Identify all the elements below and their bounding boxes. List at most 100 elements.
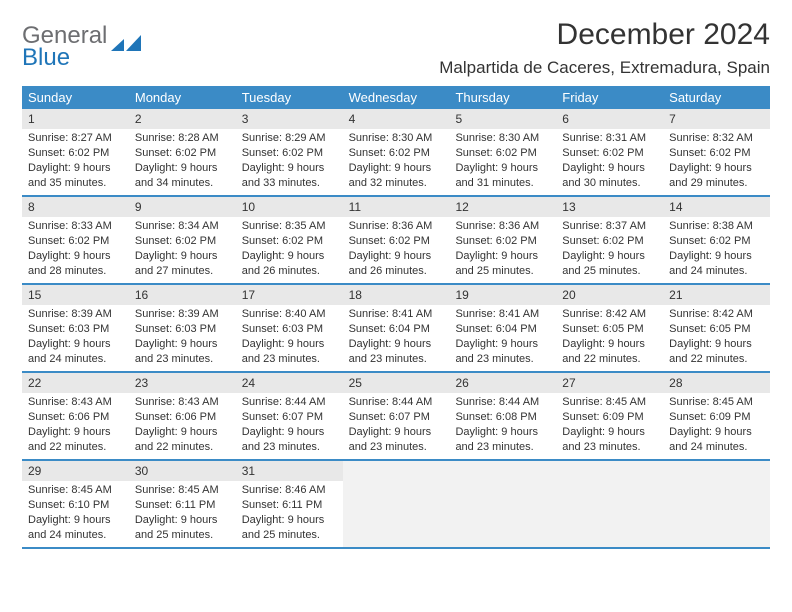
weekday-header: Monday bbox=[129, 86, 236, 109]
sunset-line: Sunset: 6:06 PM bbox=[28, 410, 123, 425]
daylight-line: Daylight: 9 hours and 29 minutes. bbox=[669, 161, 764, 191]
sunrise-line: Sunrise: 8:45 AM bbox=[669, 395, 764, 410]
day-cell: 15Sunrise: 8:39 AMSunset: 6:03 PMDayligh… bbox=[22, 285, 129, 371]
day-cell: 27Sunrise: 8:45 AMSunset: 6:09 PMDayligh… bbox=[556, 373, 663, 459]
sunrise-line: Sunrise: 8:46 AM bbox=[242, 483, 337, 498]
day-body: Sunrise: 8:27 AMSunset: 6:02 PMDaylight:… bbox=[22, 129, 129, 194]
sunset-line: Sunset: 6:02 PM bbox=[455, 234, 550, 249]
sunset-line: Sunset: 6:02 PM bbox=[135, 234, 230, 249]
weekday-header: Tuesday bbox=[236, 86, 343, 109]
sunrise-line: Sunrise: 8:30 AM bbox=[455, 131, 550, 146]
day-number: 23 bbox=[129, 373, 236, 393]
day-cell: 4Sunrise: 8:30 AMSunset: 6:02 PMDaylight… bbox=[343, 109, 450, 195]
sunrise-line: Sunrise: 8:44 AM bbox=[455, 395, 550, 410]
day-number: 9 bbox=[129, 197, 236, 217]
sunrise-line: Sunrise: 8:34 AM bbox=[135, 219, 230, 234]
sunrise-line: Sunrise: 8:44 AM bbox=[349, 395, 444, 410]
day-body: Sunrise: 8:40 AMSunset: 6:03 PMDaylight:… bbox=[236, 305, 343, 370]
day-body: Sunrise: 8:42 AMSunset: 6:05 PMDaylight:… bbox=[556, 305, 663, 370]
weekday-header-row: SundayMondayTuesdayWednesdayThursdayFrid… bbox=[22, 86, 770, 109]
daylight-line: Daylight: 9 hours and 23 minutes. bbox=[455, 337, 550, 367]
weekday-header: Sunday bbox=[22, 86, 129, 109]
day-number: 31 bbox=[236, 461, 343, 481]
logo: General Blue bbox=[22, 24, 141, 70]
day-cell: 17Sunrise: 8:40 AMSunset: 6:03 PMDayligh… bbox=[236, 285, 343, 371]
sunrise-line: Sunrise: 8:28 AM bbox=[135, 131, 230, 146]
sunset-line: Sunset: 6:08 PM bbox=[455, 410, 550, 425]
day-body: Sunrise: 8:29 AMSunset: 6:02 PMDaylight:… bbox=[236, 129, 343, 194]
day-cell: 20Sunrise: 8:42 AMSunset: 6:05 PMDayligh… bbox=[556, 285, 663, 371]
day-number: 1 bbox=[22, 109, 129, 129]
day-number: 20 bbox=[556, 285, 663, 305]
day-body: Sunrise: 8:44 AMSunset: 6:08 PMDaylight:… bbox=[449, 393, 556, 458]
daylight-line: Daylight: 9 hours and 24 minutes. bbox=[669, 249, 764, 279]
day-number: 5 bbox=[449, 109, 556, 129]
sunrise-line: Sunrise: 8:41 AM bbox=[349, 307, 444, 322]
location-subtitle: Malpartida de Caceres, Extremadura, Spai… bbox=[439, 58, 770, 78]
sunset-line: Sunset: 6:03 PM bbox=[28, 322, 123, 337]
calendar-page: General Blue December 2024 Malpartida de… bbox=[0, 0, 792, 567]
day-cell: 7Sunrise: 8:32 AMSunset: 6:02 PMDaylight… bbox=[663, 109, 770, 195]
sunrise-line: Sunrise: 8:45 AM bbox=[28, 483, 123, 498]
day-body: Sunrise: 8:41 AMSunset: 6:04 PMDaylight:… bbox=[343, 305, 450, 370]
weekday-header: Friday bbox=[556, 86, 663, 109]
day-number: 17 bbox=[236, 285, 343, 305]
weeks-container: 1Sunrise: 8:27 AMSunset: 6:02 PMDaylight… bbox=[22, 109, 770, 549]
day-body: Sunrise: 8:43 AMSunset: 6:06 PMDaylight:… bbox=[22, 393, 129, 458]
day-cell-empty bbox=[449, 461, 556, 547]
sunset-line: Sunset: 6:07 PM bbox=[242, 410, 337, 425]
day-number: 24 bbox=[236, 373, 343, 393]
sunset-line: Sunset: 6:09 PM bbox=[562, 410, 657, 425]
day-body: Sunrise: 8:43 AMSunset: 6:06 PMDaylight:… bbox=[129, 393, 236, 458]
day-body: Sunrise: 8:45 AMSunset: 6:10 PMDaylight:… bbox=[22, 481, 129, 546]
day-body: Sunrise: 8:30 AMSunset: 6:02 PMDaylight:… bbox=[343, 129, 450, 194]
day-cell: 29Sunrise: 8:45 AMSunset: 6:10 PMDayligh… bbox=[22, 461, 129, 547]
daylight-line: Daylight: 9 hours and 30 minutes. bbox=[562, 161, 657, 191]
sunset-line: Sunset: 6:04 PM bbox=[349, 322, 444, 337]
day-body: Sunrise: 8:32 AMSunset: 6:02 PMDaylight:… bbox=[663, 129, 770, 194]
day-number: 28 bbox=[663, 373, 770, 393]
sunrise-line: Sunrise: 8:40 AM bbox=[242, 307, 337, 322]
day-body: Sunrise: 8:36 AMSunset: 6:02 PMDaylight:… bbox=[449, 217, 556, 282]
day-body: Sunrise: 8:46 AMSunset: 6:11 PMDaylight:… bbox=[236, 481, 343, 546]
week-row: 15Sunrise: 8:39 AMSunset: 6:03 PMDayligh… bbox=[22, 285, 770, 373]
sunrise-line: Sunrise: 8:44 AM bbox=[242, 395, 337, 410]
logo-text: General Blue bbox=[22, 24, 107, 70]
sunset-line: Sunset: 6:07 PM bbox=[349, 410, 444, 425]
day-cell-empty bbox=[556, 461, 663, 547]
logo-triangles-icon bbox=[111, 35, 141, 62]
week-row: 22Sunrise: 8:43 AMSunset: 6:06 PMDayligh… bbox=[22, 373, 770, 461]
day-cell: 18Sunrise: 8:41 AMSunset: 6:04 PMDayligh… bbox=[343, 285, 450, 371]
day-cell: 3Sunrise: 8:29 AMSunset: 6:02 PMDaylight… bbox=[236, 109, 343, 195]
sunset-line: Sunset: 6:02 PM bbox=[135, 146, 230, 161]
daylight-line: Daylight: 9 hours and 23 minutes. bbox=[242, 425, 337, 455]
week-row: 8Sunrise: 8:33 AMSunset: 6:02 PMDaylight… bbox=[22, 197, 770, 285]
day-number: 22 bbox=[22, 373, 129, 393]
day-body: Sunrise: 8:28 AMSunset: 6:02 PMDaylight:… bbox=[129, 129, 236, 194]
day-number: 25 bbox=[343, 373, 450, 393]
daylight-line: Daylight: 9 hours and 35 minutes. bbox=[28, 161, 123, 191]
day-cell: 31Sunrise: 8:46 AMSunset: 6:11 PMDayligh… bbox=[236, 461, 343, 547]
week-row: 1Sunrise: 8:27 AMSunset: 6:02 PMDaylight… bbox=[22, 109, 770, 197]
daylight-line: Daylight: 9 hours and 25 minutes. bbox=[135, 513, 230, 543]
daylight-line: Daylight: 9 hours and 23 minutes. bbox=[242, 337, 337, 367]
day-cell: 26Sunrise: 8:44 AMSunset: 6:08 PMDayligh… bbox=[449, 373, 556, 459]
day-cell-empty bbox=[663, 461, 770, 547]
day-body: Sunrise: 8:45 AMSunset: 6:09 PMDaylight:… bbox=[663, 393, 770, 458]
sunrise-line: Sunrise: 8:39 AM bbox=[28, 307, 123, 322]
day-cell: 23Sunrise: 8:43 AMSunset: 6:06 PMDayligh… bbox=[129, 373, 236, 459]
sunrise-line: Sunrise: 8:43 AM bbox=[135, 395, 230, 410]
daylight-line: Daylight: 9 hours and 25 minutes. bbox=[562, 249, 657, 279]
weekday-header: Thursday bbox=[449, 86, 556, 109]
day-cell: 19Sunrise: 8:41 AMSunset: 6:04 PMDayligh… bbox=[449, 285, 556, 371]
sunset-line: Sunset: 6:05 PM bbox=[562, 322, 657, 337]
sunset-line: Sunset: 6:02 PM bbox=[242, 146, 337, 161]
day-number: 16 bbox=[129, 285, 236, 305]
sunset-line: Sunset: 6:03 PM bbox=[242, 322, 337, 337]
day-number: 13 bbox=[556, 197, 663, 217]
sunrise-line: Sunrise: 8:42 AM bbox=[669, 307, 764, 322]
sunset-line: Sunset: 6:02 PM bbox=[455, 146, 550, 161]
day-cell: 13Sunrise: 8:37 AMSunset: 6:02 PMDayligh… bbox=[556, 197, 663, 283]
weekday-header: Saturday bbox=[663, 86, 770, 109]
sunrise-line: Sunrise: 8:33 AM bbox=[28, 219, 123, 234]
